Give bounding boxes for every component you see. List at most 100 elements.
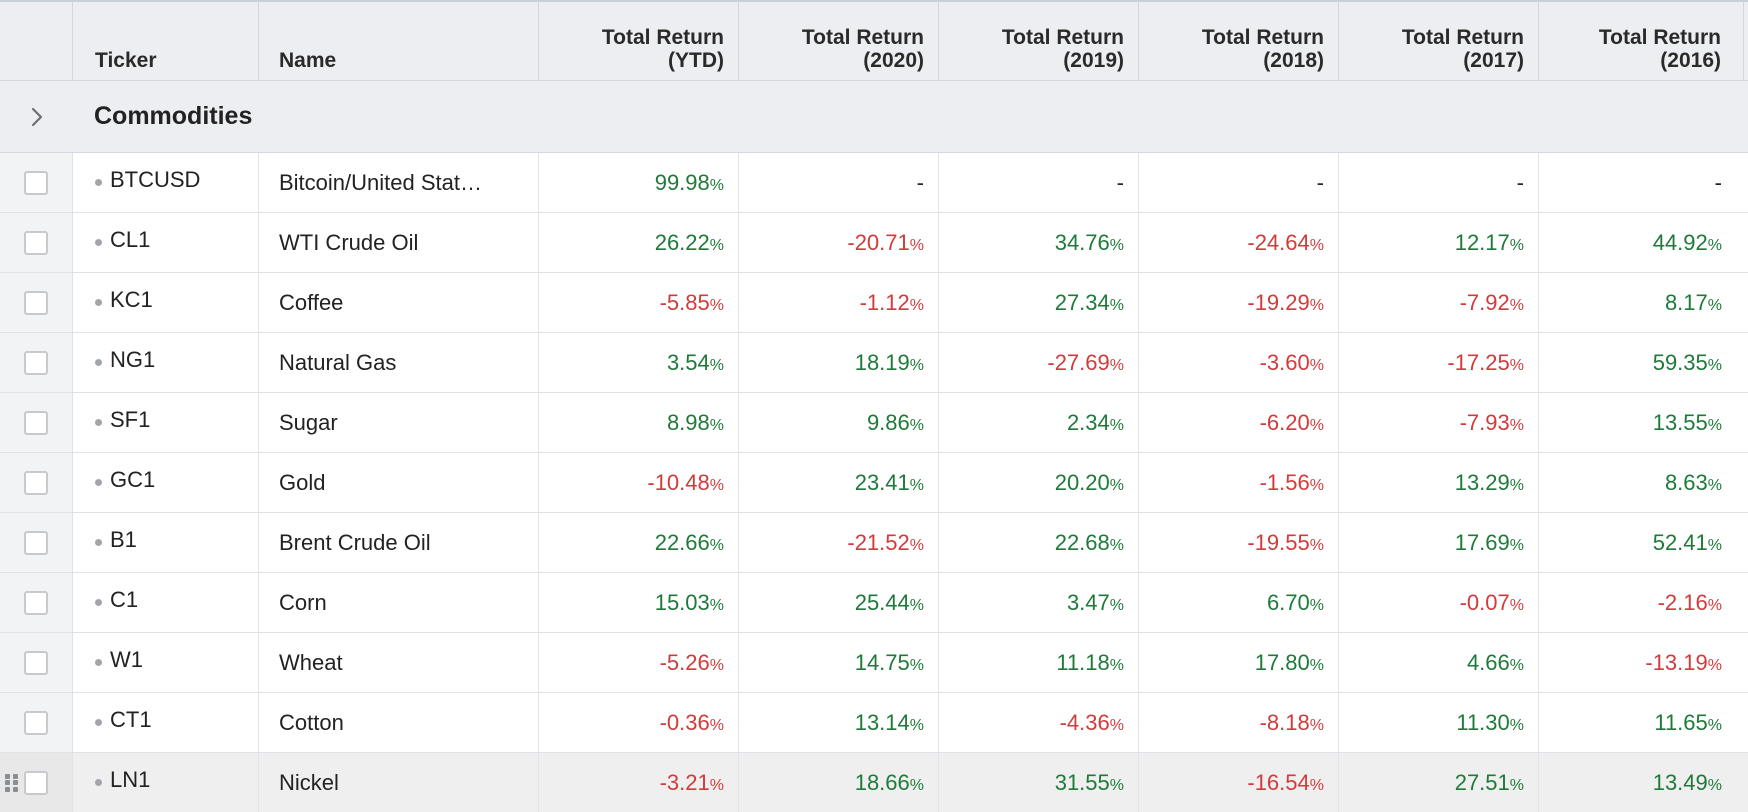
- column-header-return-2018[interactable]: Total Return (2018): [1139, 2, 1339, 80]
- return-cell-ytd[interactable]: -5.26%: [539, 633, 739, 692]
- row-checkbox[interactable]: [24, 290, 48, 315]
- return-cell-2016[interactable]: -13.19%: [1539, 633, 1744, 692]
- ticker-cell[interactable]: LN1: [73, 753, 259, 812]
- return-cell-2020[interactable]: 18.19%: [739, 333, 939, 392]
- table-row[interactable]: B1 Brent Crude Oil 22.66% -21.52% 22.68% -19.…: [0, 513, 1748, 573]
- return-cell-2020[interactable]: 9.86%: [739, 393, 939, 452]
- name-cell[interactable]: Cotton: [259, 693, 539, 752]
- name-cell[interactable]: Bitcoin/United Stat…: [259, 153, 539, 212]
- ticker-cell[interactable]: CL1: [73, 213, 259, 272]
- return-cell-2018[interactable]: -16.54%: [1139, 753, 1339, 812]
- column-header-return-2019[interactable]: Total Return (2019): [939, 2, 1139, 80]
- row-checkbox[interactable]: [24, 590, 48, 615]
- name-cell[interactable]: Brent Crude Oil: [259, 513, 539, 572]
- column-header-return-2020[interactable]: Total Return (2020): [739, 2, 939, 80]
- row-checkbox[interactable]: [24, 350, 48, 375]
- table-row[interactable]: NG1 Natural Gas 3.54% 18.19% -27.69% -3.60% -1…: [0, 333, 1748, 393]
- ticker-cell[interactable]: BTCUSD: [73, 153, 259, 212]
- return-cell-2018[interactable]: -: [1139, 153, 1339, 212]
- return-cell-2018[interactable]: -1.56%: [1139, 453, 1339, 512]
- row-checkbox[interactable]: [24, 470, 48, 495]
- return-cell-ytd[interactable]: -10.48%: [539, 453, 739, 512]
- return-cell-2016[interactable]: 8.63%: [1539, 453, 1744, 512]
- table-row[interactable]: W1 Wheat -5.26% 14.75% 11.18% 17.80% 4.66% -13.…: [0, 633, 1748, 693]
- return-cell-2019[interactable]: -: [939, 153, 1139, 212]
- return-cell-ytd[interactable]: -0.36%: [539, 693, 739, 752]
- return-cell-2019[interactable]: 3.47%: [939, 573, 1139, 632]
- table-row[interactable]: SF1 Sugar 8.98% 9.86% 2.34% -6.20% -7.93% 13.55…: [0, 393, 1748, 453]
- return-cell-2017[interactable]: -17.25%: [1339, 333, 1539, 392]
- return-cell-2019[interactable]: 22.68%: [939, 513, 1139, 572]
- ticker-cell[interactable]: SF1: [73, 393, 259, 452]
- return-cell-2017[interactable]: -: [1339, 153, 1539, 212]
- name-cell[interactable]: Gold: [259, 453, 539, 512]
- return-cell-2016[interactable]: -: [1539, 153, 1744, 212]
- return-cell-ytd[interactable]: 99.98%: [539, 153, 739, 212]
- return-cell-ytd[interactable]: 26.22%: [539, 213, 739, 272]
- table-row[interactable]: BTCUSD Bitcoin/United Stat… 99.98% - - - - -: [0, 153, 1748, 213]
- return-cell-2020[interactable]: 25.44%: [739, 573, 939, 632]
- return-cell-ytd[interactable]: -5.85%: [539, 273, 739, 332]
- table-row[interactable]: C1 Corn 15.03% 25.44% 3.47% 6.70% -0.07% -2.16%: [0, 573, 1748, 633]
- return-cell-2017[interactable]: 27.51%: [1339, 753, 1539, 812]
- table-row[interactable]: LN1 Nickel -3.21% 18.66% 31.55% -16.54% 27.51%…: [0, 753, 1748, 812]
- row-checkbox[interactable]: [24, 710, 48, 735]
- return-cell-2018[interactable]: -19.55%: [1139, 513, 1339, 572]
- return-cell-2019[interactable]: 11.18%: [939, 633, 1139, 692]
- return-cell-2016[interactable]: 52.41%: [1539, 513, 1744, 572]
- return-cell-2019[interactable]: 20.20%: [939, 453, 1139, 512]
- name-cell[interactable]: WTI Crude Oil: [259, 213, 539, 272]
- return-cell-2018[interactable]: 17.80%: [1139, 633, 1339, 692]
- return-cell-2017[interactable]: -7.93%: [1339, 393, 1539, 452]
- column-header-return-2016[interactable]: Total Return (2016): [1539, 2, 1744, 80]
- return-cell-2017[interactable]: 12.17%: [1339, 213, 1539, 272]
- return-cell-2017[interactable]: -0.07%: [1339, 573, 1539, 632]
- row-checkbox[interactable]: [24, 530, 48, 555]
- return-cell-2019[interactable]: -4.36%: [939, 693, 1139, 752]
- return-cell-2016[interactable]: 13.55%: [1539, 393, 1744, 452]
- ticker-cell[interactable]: GC1: [73, 453, 259, 512]
- column-header-name[interactable]: Name: [259, 2, 539, 80]
- row-checkbox[interactable]: [24, 770, 48, 795]
- column-header-ticker[interactable]: Ticker: [73, 2, 259, 80]
- return-cell-2020[interactable]: -21.52%: [739, 513, 939, 572]
- return-cell-2019[interactable]: -27.69%: [939, 333, 1139, 392]
- name-cell[interactable]: Natural Gas: [259, 333, 539, 392]
- return-cell-2017[interactable]: 17.69%: [1339, 513, 1539, 572]
- group-row-commodities[interactable]: Commodities: [0, 81, 1748, 153]
- name-cell[interactable]: Wheat: [259, 633, 539, 692]
- ticker-cell[interactable]: CT1: [73, 693, 259, 752]
- return-cell-2018[interactable]: -6.20%: [1139, 393, 1339, 452]
- return-cell-2020[interactable]: 13.14%: [739, 693, 939, 752]
- return-cell-2016[interactable]: 44.92%: [1539, 213, 1744, 272]
- return-cell-2016[interactable]: -2.16%: [1539, 573, 1744, 632]
- return-cell-2019[interactable]: 2.34%: [939, 393, 1139, 452]
- return-cell-2020[interactable]: 23.41%: [739, 453, 939, 512]
- return-cell-2020[interactable]: -20.71%: [739, 213, 939, 272]
- table-row[interactable]: CT1 Cotton -0.36% 13.14% -4.36% -8.18% 11.30% 1…: [0, 693, 1748, 753]
- return-cell-2019[interactable]: 27.34%: [939, 273, 1139, 332]
- ticker-cell[interactable]: NG1: [73, 333, 259, 392]
- drag-handle-icon[interactable]: [5, 773, 19, 792]
- return-cell-ytd[interactable]: -3.21%: [539, 753, 739, 812]
- ticker-cell[interactable]: W1: [73, 633, 259, 692]
- return-cell-2018[interactable]: -24.64%: [1139, 213, 1339, 272]
- return-cell-2019[interactable]: 31.55%: [939, 753, 1139, 812]
- return-cell-2020[interactable]: 18.66%: [739, 753, 939, 812]
- row-checkbox[interactable]: [24, 230, 48, 255]
- table-row[interactable]: GC1 Gold -10.48% 23.41% 20.20% -1.56% 13.29% 8.…: [0, 453, 1748, 513]
- return-cell-2020[interactable]: -1.12%: [739, 273, 939, 332]
- return-cell-2019[interactable]: 34.76%: [939, 213, 1139, 272]
- return-cell-2017[interactable]: 11.30%: [1339, 693, 1539, 752]
- table-row[interactable]: KC1 Coffee -5.85% -1.12% 27.34% -19.29% -7.92%…: [0, 273, 1748, 333]
- return-cell-2016[interactable]: 59.35%: [1539, 333, 1744, 392]
- name-cell[interactable]: Sugar: [259, 393, 539, 452]
- column-header-return-2017[interactable]: Total Return (2017): [1339, 2, 1539, 80]
- return-cell-2016[interactable]: 8.17%: [1539, 273, 1744, 332]
- return-cell-2016[interactable]: 13.49%: [1539, 753, 1744, 812]
- row-checkbox[interactable]: [24, 170, 48, 195]
- return-cell-2018[interactable]: 6.70%: [1139, 573, 1339, 632]
- name-cell[interactable]: Coffee: [259, 273, 539, 332]
- return-cell-ytd[interactable]: 3.54%: [539, 333, 739, 392]
- return-cell-2018[interactable]: -19.29%: [1139, 273, 1339, 332]
